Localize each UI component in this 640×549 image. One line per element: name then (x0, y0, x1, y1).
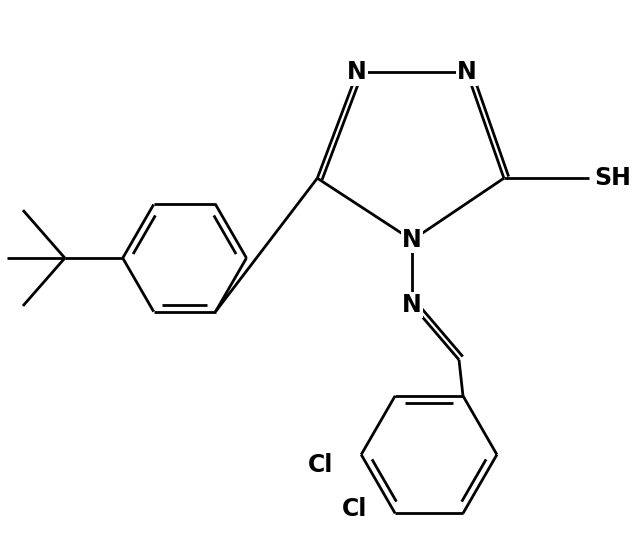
Text: N: N (348, 60, 367, 85)
Text: N: N (402, 228, 422, 252)
Text: N: N (457, 60, 477, 85)
Text: SH: SH (595, 166, 632, 190)
Text: Cl: Cl (308, 452, 333, 477)
Text: N: N (402, 293, 422, 317)
Text: Cl: Cl (342, 497, 367, 522)
